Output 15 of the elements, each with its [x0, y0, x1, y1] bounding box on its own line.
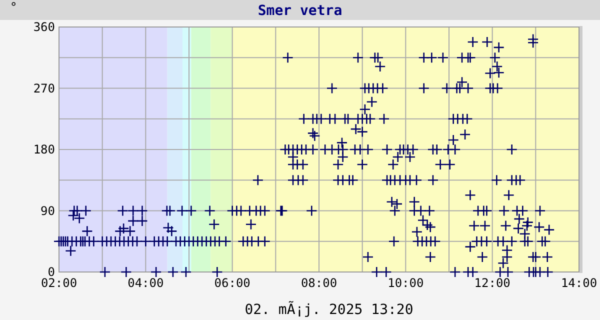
y-tick-label: 0 — [48, 265, 55, 279]
x-tick-label: 10:00 — [388, 276, 424, 290]
x-tick-label: 02:00 — [40, 276, 78, 290]
y-axis-title: ° — [10, 0, 18, 14]
x-tick-label: 04:00 — [128, 276, 164, 290]
x-tick-label: 14:00 — [560, 276, 598, 290]
y-tick-label: 90 — [40, 204, 55, 218]
x-tick-label: 12:00 — [474, 276, 510, 290]
x-tick-label: 08:00 — [300, 276, 338, 290]
chart-title: Smer vetra — [258, 3, 342, 19]
x-tick-label: 06:00 — [214, 276, 250, 290]
y-tick-label: 360 — [33, 20, 55, 34]
y-tick-label: 180 — [33, 142, 55, 156]
y-tick-label: 270 — [33, 81, 55, 96]
x-axis-title: 02. mÃ¡j. 2025 13:20 — [244, 301, 414, 318]
